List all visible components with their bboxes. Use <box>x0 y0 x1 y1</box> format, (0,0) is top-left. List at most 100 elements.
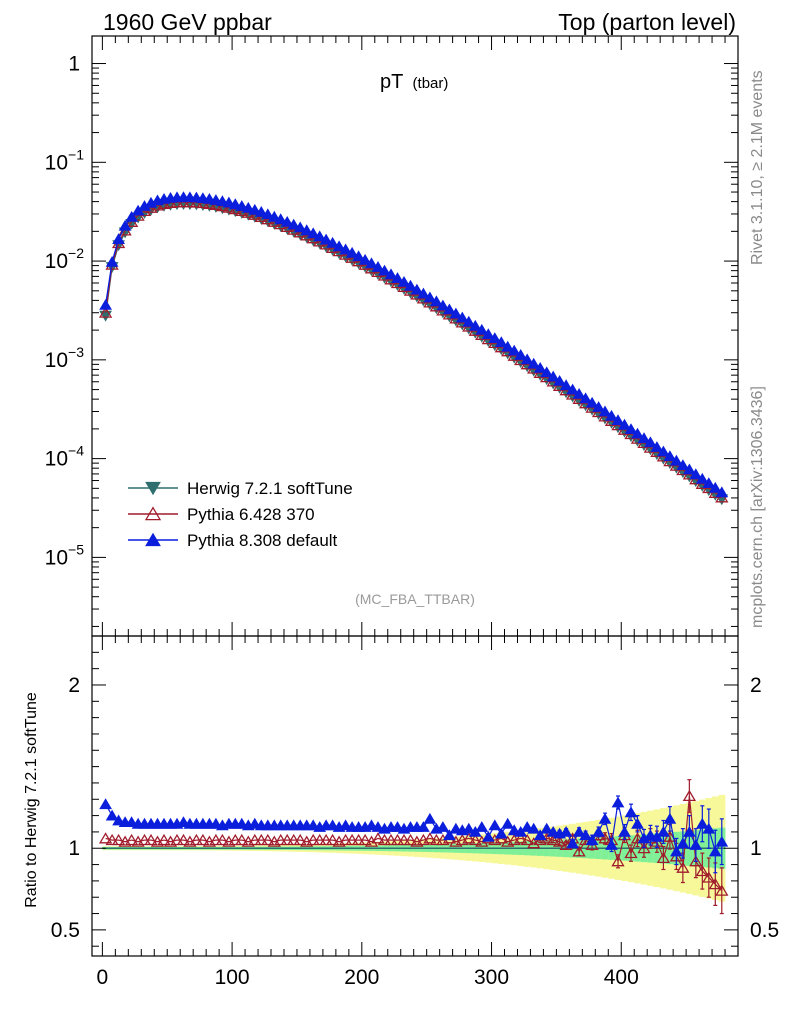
ratio-point <box>695 864 709 877</box>
main-series <box>98 191 729 506</box>
data-point <box>475 323 489 335</box>
ratio-series-1 <box>99 795 729 874</box>
main-y-ticks: 1 10−1 10−2 10−3 10−4 10−5 <box>45 53 738 627</box>
legend: Herwig 7.2.1 softTune Pythia 6.428 370 Pyt… <box>128 479 353 550</box>
data-point <box>332 240 346 252</box>
ratio-y-tick-label-right: 0.5 <box>750 919 779 942</box>
ratio-point <box>572 845 586 857</box>
ratio-point <box>462 822 476 834</box>
ratio-point <box>417 821 430 832</box>
analysis-tag: (MC_FBA_TTBAR) <box>355 591 475 607</box>
y-tick-label: 10−1 <box>45 146 85 174</box>
ratio-point <box>325 833 340 846</box>
ratio-point <box>715 884 729 896</box>
data-point <box>488 332 502 343</box>
ratio-point <box>656 851 671 864</box>
ratio-point <box>488 819 502 831</box>
ratio-point <box>552 835 567 847</box>
ratio-point <box>507 824 521 836</box>
series-line <box>104 203 723 500</box>
data-point <box>695 472 709 484</box>
data-point <box>319 233 333 245</box>
ratio-point <box>196 833 210 846</box>
data-point <box>689 468 703 480</box>
ratio-point <box>559 826 573 837</box>
ratio-point <box>228 833 242 846</box>
ratio-point <box>572 826 586 837</box>
y-tick-label: 10−4 <box>45 443 85 471</box>
plot-title-sub: (tbar) <box>413 75 449 92</box>
data-point <box>644 436 657 448</box>
data-point <box>663 450 677 461</box>
data-point <box>248 203 262 215</box>
ratio-point <box>306 819 320 831</box>
ratio-point <box>715 835 729 847</box>
ratio-point <box>630 832 645 844</box>
data-point <box>462 315 476 327</box>
data-point <box>676 459 690 470</box>
data-point <box>423 291 437 303</box>
data-point <box>598 405 612 417</box>
ratio-point <box>579 829 592 841</box>
ratio-point <box>462 832 476 844</box>
ratio-point <box>371 821 385 832</box>
ratio-point <box>527 822 541 834</box>
ratio-point <box>566 837 579 849</box>
ratio-y-tick-label-right: 1 <box>750 837 762 860</box>
ratio-point <box>170 833 184 846</box>
x-tick-label: 200 <box>344 966 379 989</box>
data-point <box>643 441 658 453</box>
main-x-ticks <box>101 36 726 636</box>
data-point <box>481 328 495 340</box>
ratio-point <box>468 833 482 846</box>
ratio-point <box>391 821 404 832</box>
data-point <box>293 221 307 233</box>
ratio-point <box>520 833 534 846</box>
data-point <box>520 353 534 365</box>
ratio-x-ticks: 0 100 200 300 400 <box>97 636 726 989</box>
ratio-point <box>423 832 437 844</box>
header-left: 1960 GeV ppbar <box>103 9 272 35</box>
series-line <box>104 196 723 493</box>
ratio-point <box>429 833 444 846</box>
series-1 <box>98 195 729 503</box>
ratio-point <box>111 833 126 846</box>
data-point <box>527 357 541 369</box>
data-point <box>345 246 359 258</box>
data-point <box>105 256 119 267</box>
ratio-point <box>339 819 352 831</box>
mcplots-label: mcplots.cern.ch [arXiv:1306.3436] <box>749 386 766 628</box>
ratio-point <box>605 839 618 850</box>
ratio-point <box>248 833 262 846</box>
ratio-point <box>351 833 366 846</box>
ratio-point <box>695 817 709 829</box>
ratio-point <box>364 835 379 847</box>
ratio-point <box>338 833 353 846</box>
ratio-point <box>592 826 605 837</box>
data-point <box>261 208 275 220</box>
legend-item: Pythia 8.308 default <box>128 531 338 550</box>
ratio-point <box>313 833 327 846</box>
data-point <box>708 481 722 493</box>
ratio-point <box>520 821 534 832</box>
x-tick-label: 300 <box>474 966 509 989</box>
ratio-point <box>209 833 223 846</box>
data-point <box>683 463 696 475</box>
legend-label: Herwig 7.2.1 softTune <box>187 479 353 498</box>
data-point <box>384 268 398 280</box>
y-tick-label: 1 <box>68 53 80 76</box>
data-point <box>235 200 249 211</box>
ratio-point <box>384 833 398 846</box>
data-point <box>430 295 443 307</box>
ratio-point <box>254 833 268 846</box>
legend-marker <box>145 532 161 547</box>
ratio-point <box>663 812 677 824</box>
data-point <box>533 362 547 373</box>
ratio-point <box>112 814 125 826</box>
data-point <box>326 236 339 248</box>
data-point <box>449 307 463 319</box>
ratio-point <box>176 833 191 846</box>
ratio-point <box>423 812 437 824</box>
data-point <box>618 418 631 430</box>
data-point <box>553 375 566 386</box>
